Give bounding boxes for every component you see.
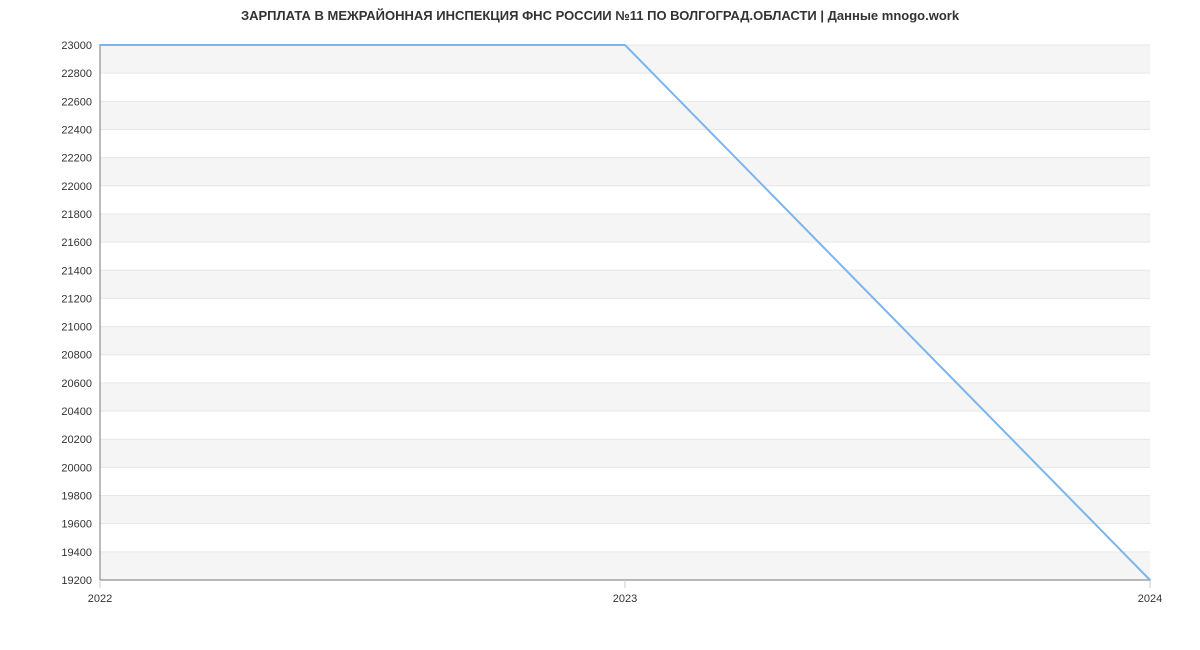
y-tick-label: 21600 — [61, 237, 92, 249]
y-tick-label: 19800 — [61, 491, 92, 503]
y-tick-label: 20200 — [61, 434, 92, 446]
y-tick-label: 21200 — [61, 293, 92, 305]
y-tick-label: 23000 — [61, 40, 92, 52]
y-tick-label: 21800 — [61, 209, 92, 221]
y-tick-label: 22000 — [61, 181, 92, 193]
x-tick-label: 2023 — [613, 593, 637, 605]
y-tick-label: 19200 — [61, 575, 92, 587]
y-tick-label: 22600 — [61, 96, 92, 108]
x-tick-label: 2022 — [88, 593, 112, 605]
y-tick-label: 20400 — [61, 406, 92, 418]
y-tick-label: 22800 — [61, 68, 92, 80]
y-tick-label: 22400 — [61, 124, 92, 136]
chart-svg: 19200 19400 19600 19800 20000 20200 20400 20600… — [0, 0, 1200, 650]
y-tick-label: 21000 — [61, 322, 92, 334]
y-tick-label: 20000 — [61, 462, 92, 474]
y-tick-label: 20600 — [61, 378, 92, 390]
y-tick-label: 20800 — [61, 350, 92, 362]
y-tick-label: 21400 — [61, 265, 92, 277]
y-tick-label: 19400 — [61, 547, 92, 559]
x-tick-label: 2024 — [1138, 593, 1162, 605]
y-tick-label: 22200 — [61, 153, 92, 165]
line-chart: ЗАРПЛАТА В МЕЖРАЙОННАЯ ИНСПЕКЦИЯ ФНС РОС… — [0, 0, 1200, 650]
y-tick-label: 19600 — [61, 519, 92, 531]
